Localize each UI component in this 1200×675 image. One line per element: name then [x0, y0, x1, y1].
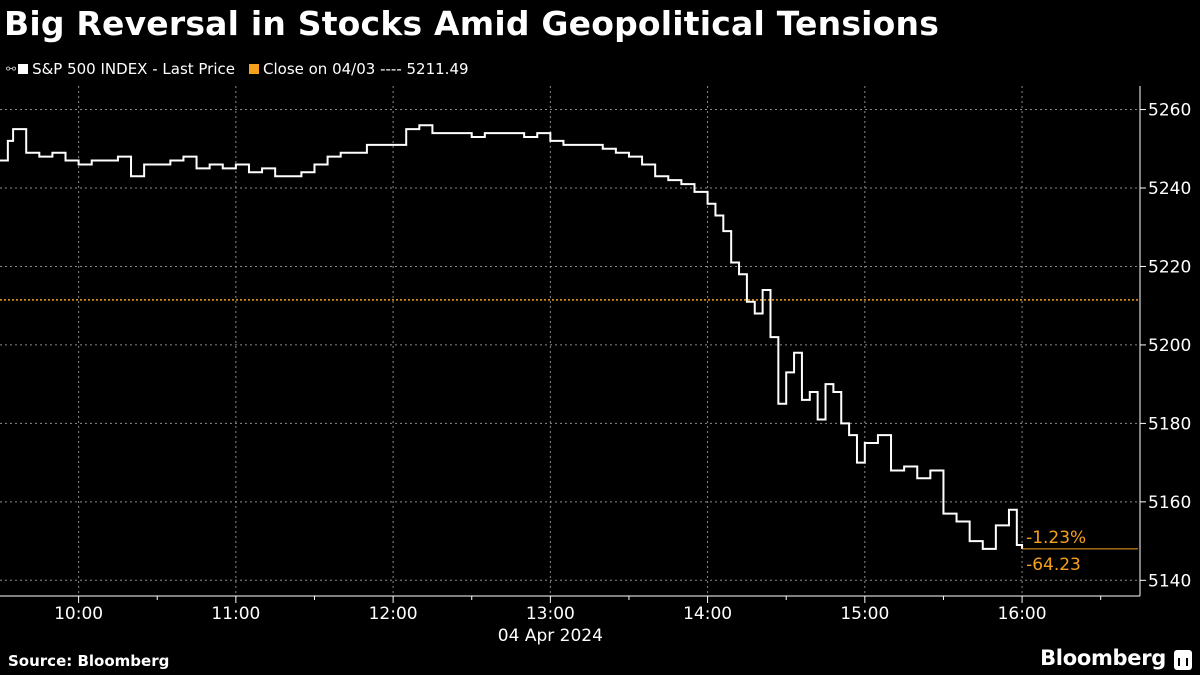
- chart-title: Big Reversal in Stocks Amid Geopolitical…: [4, 4, 940, 43]
- x-tick-label: 15:00: [840, 604, 889, 624]
- legend-label-reference: Close on 04/03 ---- 5211.49: [263, 60, 469, 78]
- price-series-line: [0, 124, 1024, 550]
- y-tick-label: 5200: [1148, 336, 1191, 356]
- x-tick-label: 12:00: [369, 604, 418, 624]
- abs-change-label: -64.23: [1026, 555, 1081, 575]
- x-tick-label: 14:00: [683, 604, 732, 624]
- chart-legend: ⚯ S&P 500 INDEX - Last Price Close on 04…: [6, 60, 483, 78]
- legend-label-price: S&P 500 INDEX - Last Price: [32, 60, 235, 78]
- legend-item-price: S&P 500 INDEX - Last Price: [18, 60, 235, 78]
- y-tick-label: 5260: [1148, 101, 1191, 121]
- y-tick-label: 5240: [1148, 179, 1191, 199]
- x-tick-label: 13:00: [526, 604, 575, 624]
- y-tick-label: 5180: [1148, 414, 1191, 434]
- legend-toggle-icon[interactable]: ⚯: [6, 62, 17, 76]
- legend-swatch-price: [18, 64, 29, 74]
- terminal-icon: [1174, 650, 1192, 670]
- y-tick-label: 5140: [1148, 571, 1191, 591]
- source-note: Source: Bloomberg: [8, 652, 170, 670]
- pct-change-label: -1.23%: [1026, 528, 1086, 548]
- brand-logo: Bloomberg: [1040, 646, 1166, 670]
- legend-item-reference: Close on 04/03 ---- 5211.49: [249, 60, 469, 78]
- x-tick-label: 16:00: [998, 604, 1047, 624]
- legend-swatch-reference: [249, 64, 259, 74]
- x-tick-label: 10:00: [54, 604, 103, 624]
- x-date-label: 04 Apr 2024: [498, 626, 603, 646]
- x-tick-label: 11:00: [211, 604, 260, 624]
- y-tick-label: 5220: [1148, 257, 1191, 277]
- y-tick-label: 5160: [1148, 493, 1191, 513]
